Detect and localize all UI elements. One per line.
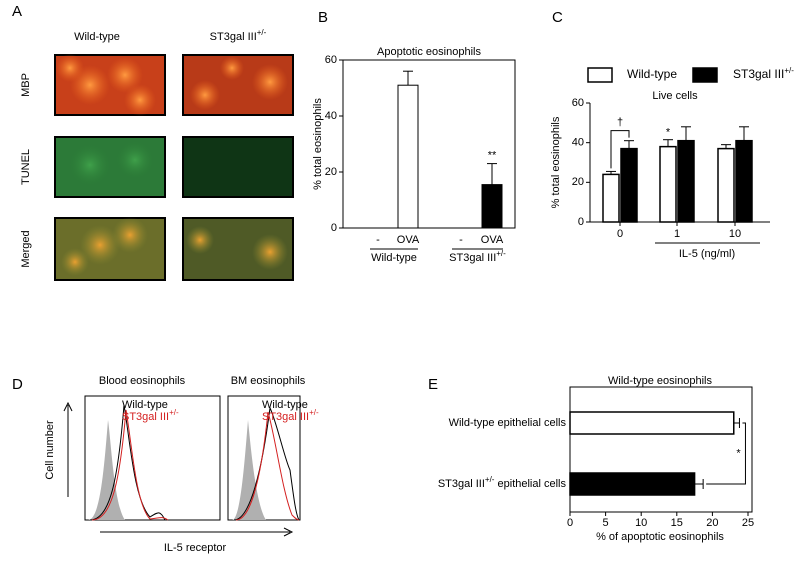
chart-title: Wild-type eosinophils	[608, 375, 712, 387]
bar	[569, 411, 735, 435]
histograms	[63, 395, 301, 537]
significance-bracket	[610, 130, 630, 169]
x-tick-label: 10	[729, 228, 741, 240]
axis-label: IL-5 receptor	[164, 542, 227, 554]
y-tick-label: 40	[325, 110, 337, 122]
x-tick-label: 10	[635, 517, 647, 529]
legend-label: Wild-type	[122, 399, 168, 411]
row-label: Merged	[20, 230, 32, 267]
bar	[717, 147, 735, 223]
row-label: TUNEL	[20, 149, 32, 185]
group-label: Wild-type	[371, 252, 417, 264]
x-tick-label: -	[459, 234, 463, 246]
panel-label: A	[12, 3, 22, 20]
x-tick-label: OVA	[397, 234, 420, 246]
significance: **	[488, 150, 497, 162]
legend-label: Wild-type	[627, 67, 677, 81]
legend-label: Wild-type	[262, 399, 308, 411]
annotation: *	[666, 127, 671, 139]
significance-bracket	[706, 422, 746, 485]
bar	[602, 173, 620, 223]
y-tick-label: 60	[572, 97, 584, 109]
bar	[677, 139, 695, 223]
y-tick-label: 20	[572, 176, 584, 188]
x-tick-label: 0	[617, 228, 623, 240]
x-tick-label: 1	[674, 228, 680, 240]
y-axis-label: % total eosinophils	[550, 116, 562, 208]
y-tick-label: Wild-type epithelial cells	[449, 417, 567, 429]
column-label: Wild-type	[74, 31, 120, 43]
x-axis-label: IL-5 (ng/ml)	[679, 248, 735, 260]
plot-frame	[342, 59, 516, 229]
bar	[620, 147, 638, 223]
chart-title: Live cells	[652, 90, 698, 102]
panel-label: D	[12, 376, 23, 393]
group-label: ST3gal III+/-	[449, 249, 506, 264]
panel-label: E	[428, 376, 438, 393]
plot-frame	[569, 386, 753, 513]
x-tick-label: OVA	[481, 234, 504, 246]
legend-label: ST3gal III+/-	[122, 408, 179, 423]
histogram-title: Blood eosinophils	[99, 375, 186, 387]
bar	[735, 139, 753, 223]
legend-swatch	[692, 67, 718, 83]
legend-label: ST3gal III+/-	[733, 66, 794, 82]
y-tick-label: 40	[572, 137, 584, 149]
y-axis-label: % total eosinophils	[312, 98, 324, 190]
panel-label: C	[552, 9, 563, 26]
x-tick-label: 5	[603, 517, 609, 529]
y-tick-label: 0	[331, 222, 337, 234]
x-axis-label: % of apoptotic eosinophils	[596, 531, 724, 543]
panel-label: B	[318, 9, 328, 26]
legend-swatch	[587, 67, 613, 83]
chart-title: Apoptotic eosinophils	[377, 46, 481, 58]
x-tick-label: 25	[742, 517, 754, 529]
bar	[397, 84, 419, 229]
row-label: MBP	[20, 73, 32, 97]
axis-label: Cell number	[44, 420, 56, 480]
y-tick-label: ST3gal III+/- epithelial cells	[438, 475, 567, 490]
y-tick-label: 20	[325, 166, 337, 178]
y-tick-label: 60	[325, 54, 337, 66]
column-label: ST3gal III+/-	[210, 28, 267, 43]
x-tick-label: 0	[567, 517, 573, 529]
x-tick-label: 15	[671, 517, 683, 529]
y-tick-label: 0	[578, 216, 584, 228]
histogram-title: BM eosinophils	[231, 375, 306, 387]
cells	[56, 54, 288, 276]
annotation: †	[617, 117, 623, 129]
bar	[481, 184, 503, 229]
x-tick-label: -	[376, 234, 380, 246]
x-tick-label: 20	[706, 517, 718, 529]
bar	[569, 472, 696, 496]
bar	[659, 145, 677, 223]
legend-label: ST3gal III+/-	[262, 408, 319, 423]
significance: *	[736, 447, 741, 459]
